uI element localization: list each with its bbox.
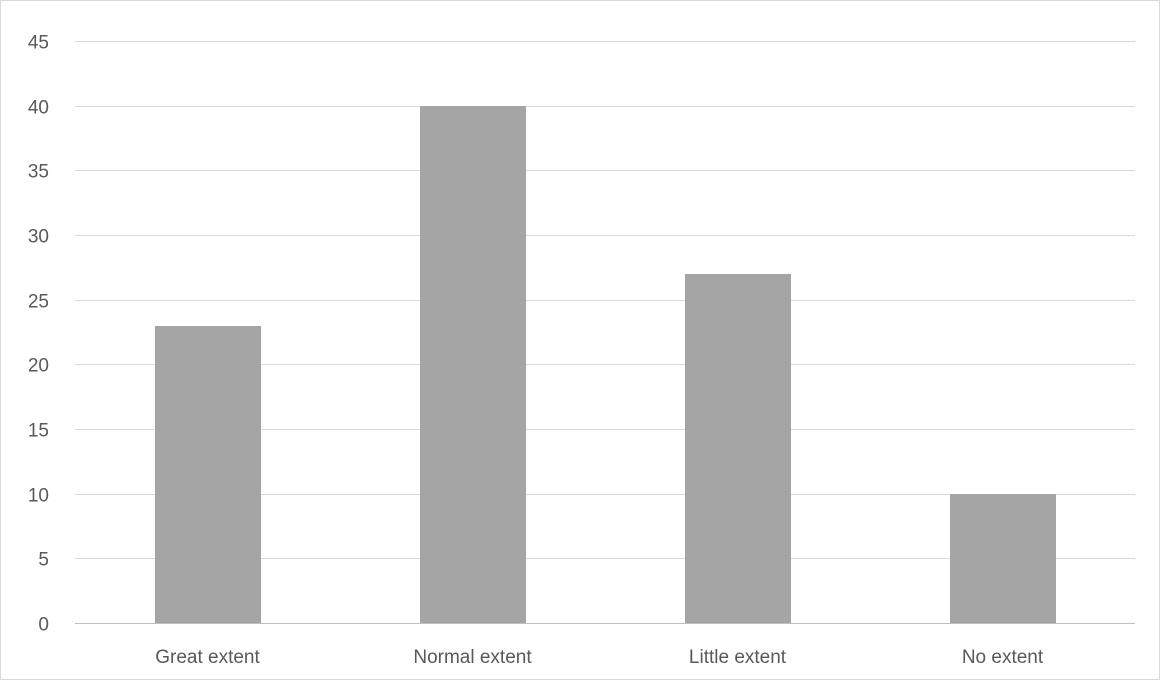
bar-no-extent [950, 494, 1056, 623]
y-tick-label: 30 [28, 227, 49, 248]
bar-normal-extent [420, 106, 526, 623]
bar-little-extent [685, 274, 791, 623]
x-tick-label: Little extent [689, 647, 787, 668]
bar-great-extent [155, 326, 261, 623]
x-tick-label: Normal extent [413, 647, 532, 668]
y-tick-labels: 0 5 10 15 20 25 30 35 40 45 [28, 33, 49, 636]
bars [155, 106, 1056, 623]
y-tick-label: 10 [28, 486, 49, 507]
y-tick-label: 25 [28, 292, 49, 313]
y-tick-label: 20 [28, 356, 49, 377]
x-tick-labels: Great extent Normal extent Little extent No… [155, 647, 1044, 668]
y-tick-label: 15 [28, 421, 49, 442]
y-tick-label: 45 [28, 33, 49, 54]
y-tick-label: 5 [38, 550, 49, 571]
y-tick-label: 35 [28, 162, 49, 183]
x-tick-label: No extent [962, 647, 1044, 668]
y-tick-label: 0 [38, 615, 49, 636]
y-tick-label: 40 [28, 98, 49, 119]
x-tick-label: Great extent [155, 647, 260, 668]
